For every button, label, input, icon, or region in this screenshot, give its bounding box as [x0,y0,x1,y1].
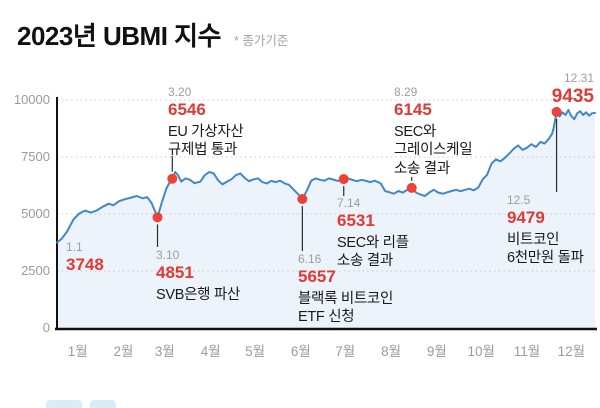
y-tick-label: 5000 [21,206,50,221]
annotation-year-end: 12.31 9435 [552,71,594,109]
annotation-desc: SVB은행 파산 [156,286,241,303]
annotation-date: 12.5 [507,193,531,207]
annotation-date: 6.16 [298,252,322,266]
x-tick-label: 6월 [290,344,311,359]
x-tick-label: 11월 [513,344,541,359]
annotation-svb-bankruptcy: 3.10 4851 SVB은행 파산 [156,248,240,304]
annotation-value: 4851 [156,263,194,283]
annotation-desc: 규제법 통과 [168,142,237,159]
annotation-value: 6145 [394,100,432,120]
x-tick-label: 9월 [426,344,447,359]
annotation-eu-regulation: 3.20 6546 EU 가상자산 규제법 통과 [168,85,244,160]
x-tick-label: 5월 [245,344,266,359]
header: 2023년 UBMI 지수 * 종가기준 [17,20,288,53]
annotation-date: 7.14 [337,196,361,210]
annotation-desc: 그레이스케일 [394,142,473,159]
annotation-desc: EU 가상자산 [168,123,244,140]
chart-subtitle: * 종가기준 [233,33,289,48]
event-dot [406,182,417,193]
annotation-desc: ETF 신청 [298,309,355,326]
event-dot [152,212,163,223]
annotation-sec-grayscale: 8.29 6145 SEC와 그레이스케일 소송 결과 [394,85,473,178]
x-tick-label: 10월 [467,344,495,359]
page-title: 2023년 UBMI 지수 [17,21,221,51]
annotation-desc: 6천만원 돌파 [507,250,584,267]
annotation-date: 3.10 [156,248,180,262]
x-tick-label: 7월 [335,344,356,359]
annotation-value: 9479 [507,208,545,228]
y-tick-label: 2500 [21,263,50,278]
x-tick-label: 8월 [381,344,401,359]
annotation-value: 3748 [66,255,104,275]
annotation-value: 6531 [337,211,375,231]
annotation-bitcoin-60m: 12.5 9479 비트코인 6천만원 돌파 [507,193,584,268]
partial-logo-fragment [90,400,116,408]
annotation-value: 5657 [298,267,336,287]
annotation-jan1: 1.1 3748 [66,240,104,278]
annotation-desc: SEC와 리플 [337,234,409,251]
annotation-value: 9435 [551,86,594,108]
annotation-date: 3.20 [168,85,192,99]
x-tick-label: 3월 [154,344,175,359]
event-dot [551,106,562,117]
x-tick-label: 4월 [200,344,221,359]
partial-logo-fragment [46,400,82,408]
partial-logo [46,400,124,408]
annotation-desc: 소송 결과 [394,160,450,177]
annotation-desc: SEC와 [394,123,436,140]
annotation-sec-ripple: 7.14 6531 SEC와 리플 소송 결과 [337,196,409,271]
annotation-value: 6546 [168,100,206,120]
y-tick-label: 0 [42,320,50,335]
event-dot [338,174,349,185]
annotation-date: 8.29 [394,85,418,99]
annotation-desc: 소송 결과 [337,253,393,270]
annotation-blackrock-etf: 6.16 5657 블랙록 비트코인 ETF 신청 [298,252,393,327]
x-tick-label: 2월 [113,344,134,359]
y-tick-label: 10000 [13,92,50,107]
area-fill [57,110,595,328]
annotation-desc: 블랙록 비트코인 [298,290,394,307]
event-dot [167,173,178,184]
annotation-date: 1.1 [66,240,83,254]
annotation-desc: 비트코인 [507,231,560,248]
x-tick-label: 1월 [67,344,88,359]
annotation-date: 12.31 [563,71,594,85]
y-tick-label: 7500 [21,149,50,164]
event-dot [297,194,308,205]
x-tick-label: 12월 [557,344,586,359]
